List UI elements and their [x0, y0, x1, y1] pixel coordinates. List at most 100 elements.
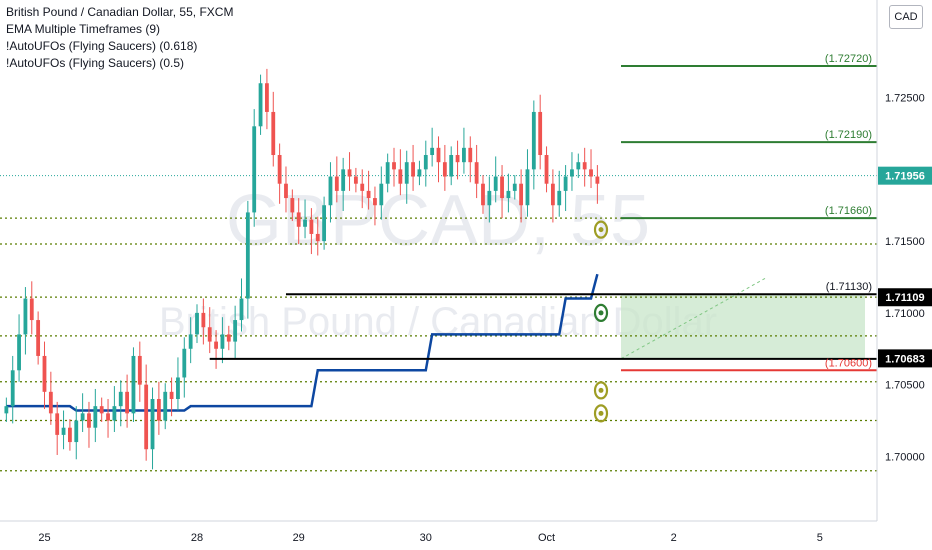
ufo-marker	[593, 220, 609, 239]
green-level-label: (1.72190)	[825, 129, 872, 141]
target-zone	[621, 294, 865, 359]
candle-body	[550, 183, 555, 206]
candle-body	[322, 205, 327, 242]
candle-body	[252, 126, 257, 213]
price-label-text: 1.71956	[885, 171, 925, 183]
chart-legend: British Pound / Canadian Dollar, 55, FXC…	[6, 4, 233, 72]
candle-body	[455, 155, 460, 163]
candle-body	[265, 83, 269, 112]
candle-body	[360, 183, 365, 191]
candle-body	[182, 348, 187, 378]
y-tick-label: 1.71500	[885, 236, 925, 248]
y-tick-label: 1.70500	[885, 380, 925, 392]
candle-body	[487, 190, 492, 206]
ufo-marker-dot	[598, 227, 604, 233]
candle-body	[214, 341, 218, 349]
green-level-label: (1.72720)	[825, 53, 872, 65]
candle-body	[531, 111, 536, 170]
price-label-text: 1.71109	[885, 292, 924, 304]
candle-body	[239, 298, 244, 321]
candle-body	[570, 169, 574, 177]
candle-body	[589, 169, 593, 177]
candle-body	[80, 413, 85, 421]
y-tick-label: 1.71000	[885, 308, 925, 320]
candle-body	[392, 162, 396, 170]
y-tick-label: 1.70000	[885, 451, 925, 463]
candle-body	[169, 391, 174, 400]
candle-body	[309, 219, 314, 234]
candle-body	[449, 155, 454, 177]
candle-body	[328, 176, 333, 206]
candle-body	[226, 334, 231, 342]
legend-symbol: British Pound / Canadian Dollar, 55, FXC…	[6, 5, 234, 19]
price-label-box	[878, 349, 932, 368]
price-label-text: 1.70683	[885, 353, 925, 365]
legend-ema: EMA Multiple Timeframes (9)	[6, 22, 161, 36]
candle-body	[296, 212, 301, 227]
candle-body	[74, 420, 79, 443]
ufo-marker-dot	[598, 387, 604, 393]
x-tick-label: 2	[671, 532, 677, 544]
candle-body	[563, 176, 568, 191]
candle-body	[67, 427, 72, 443]
candle-body	[500, 176, 504, 199]
price-label-box	[878, 288, 932, 307]
candle-body	[557, 190, 562, 206]
candle-body	[10, 370, 15, 407]
candle-body	[150, 399, 155, 450]
candle-body	[42, 355, 47, 392]
candle-body	[131, 355, 136, 414]
price-label-box	[878, 166, 932, 185]
candle-body	[87, 413, 91, 428]
candle-body	[99, 406, 104, 414]
x-tick-label: 25	[38, 532, 50, 544]
ufo-marker	[593, 303, 609, 322]
candle-body	[334, 176, 339, 191]
candle-body	[582, 162, 587, 170]
candle-body	[512, 183, 517, 191]
green-level-label: (1.71660)	[825, 205, 872, 217]
candle-body	[112, 406, 117, 421]
candle-body	[233, 320, 238, 342]
candle-body	[303, 219, 307, 227]
candle-body	[137, 355, 142, 385]
candle-body	[417, 169, 422, 177]
candle-body	[36, 320, 41, 356]
currency-badge[interactable]: CAD	[889, 5, 923, 29]
candle-body	[284, 183, 288, 199]
candle-body	[106, 413, 110, 421]
candle-body	[17, 334, 21, 371]
watermark-ticker: GBPCAD, 55	[226, 181, 650, 261]
candle-body	[48, 391, 53, 414]
candle-body	[341, 169, 346, 191]
candle-body	[144, 384, 149, 450]
ufo-marker	[593, 381, 609, 400]
x-tick-label: 29	[293, 532, 305, 544]
candle-body	[430, 147, 435, 156]
candle-body	[156, 399, 161, 421]
ufo-marker	[593, 404, 609, 423]
candle-body	[23, 298, 28, 335]
candle-body	[163, 391, 168, 421]
ema-line	[6, 273, 599, 412]
candle-body	[544, 155, 549, 184]
candle-body	[373, 198, 377, 206]
y-tick-label: 1.72500	[885, 93, 925, 105]
candle-body	[125, 391, 130, 414]
candle-body	[519, 183, 524, 206]
x-tick-label: 5	[817, 532, 823, 544]
candle-body	[245, 212, 250, 299]
candle-body	[474, 162, 479, 184]
candle-body	[315, 233, 320, 242]
legend-ufo-05: !AutoUFOs (Flying Saucers) (0.5)	[6, 56, 185, 70]
x-tick-label: Oct	[538, 532, 555, 544]
candle-body	[118, 391, 123, 407]
x-tick-label: 30	[420, 532, 432, 544]
black-level-label: (1.71130)	[826, 281, 872, 293]
candle-body	[436, 147, 441, 163]
candle-body	[398, 169, 403, 184]
candle-body	[576, 162, 581, 170]
candle-body	[207, 327, 212, 342]
candle-body	[481, 183, 485, 206]
